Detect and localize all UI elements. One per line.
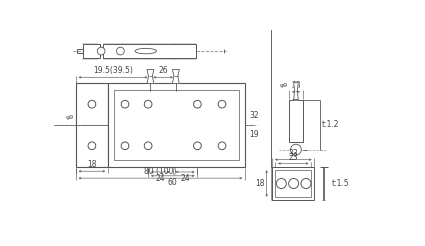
- Circle shape: [144, 142, 152, 150]
- Text: 19: 19: [249, 130, 259, 139]
- Text: φ9: φ9: [280, 83, 288, 88]
- Circle shape: [121, 142, 129, 150]
- Text: t:1.5: t:1.5: [332, 179, 349, 188]
- Circle shape: [144, 100, 152, 108]
- Bar: [114, 90, 239, 160]
- Bar: [76, 83, 108, 167]
- Text: 24: 24: [180, 174, 190, 183]
- Text: 18: 18: [87, 160, 96, 169]
- Text: 18: 18: [255, 179, 265, 188]
- Circle shape: [218, 142, 226, 150]
- Circle shape: [289, 179, 299, 188]
- Circle shape: [88, 142, 96, 150]
- Ellipse shape: [135, 48, 156, 54]
- Polygon shape: [294, 83, 298, 100]
- Circle shape: [193, 142, 201, 150]
- Text: 80 (100): 80 (100): [144, 167, 177, 176]
- Bar: [289, 100, 303, 142]
- Bar: [83, 44, 99, 58]
- Text: 33: 33: [289, 149, 298, 158]
- Bar: [108, 83, 245, 167]
- Text: 23: 23: [289, 153, 298, 162]
- Text: 23: 23: [291, 81, 301, 90]
- Polygon shape: [173, 70, 179, 83]
- Text: 24: 24: [156, 174, 165, 183]
- Circle shape: [97, 47, 105, 55]
- Text: φ9: φ9: [65, 115, 74, 120]
- Text: 26: 26: [159, 66, 168, 75]
- Circle shape: [88, 100, 96, 108]
- Polygon shape: [147, 70, 154, 83]
- Bar: [272, 167, 314, 200]
- Text: 19.5(39.5): 19.5(39.5): [93, 66, 133, 75]
- Circle shape: [291, 144, 301, 155]
- Circle shape: [276, 179, 286, 188]
- Circle shape: [301, 179, 311, 188]
- Circle shape: [121, 100, 129, 108]
- Text: 60: 60: [168, 178, 178, 187]
- Text: t:1.2: t:1.2: [322, 120, 340, 129]
- Bar: [103, 44, 196, 58]
- Circle shape: [218, 100, 226, 108]
- Circle shape: [116, 47, 124, 55]
- Bar: [275, 170, 312, 197]
- Text: 32: 32: [249, 111, 259, 120]
- Circle shape: [193, 100, 201, 108]
